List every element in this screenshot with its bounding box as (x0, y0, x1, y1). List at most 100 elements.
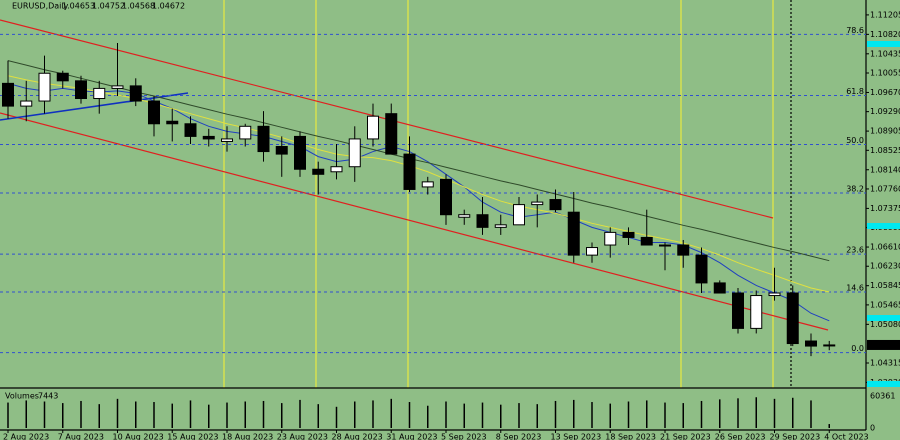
candle-body (275, 146, 288, 155)
candle-body (239, 125, 252, 140)
price-label: 1.04672 (869, 340, 900, 349)
y-tick-label: 1.10055 (870, 69, 900, 78)
y-tick-label: 1.05845 (870, 281, 900, 290)
candle-body (458, 214, 471, 218)
y-tick-label: 1.11205 (870, 10, 900, 19)
indicator-line (7, 60, 830, 262)
candle-body (513, 204, 525, 226)
candle-body (750, 295, 763, 329)
candle-body (549, 199, 562, 211)
y-tick-label: 1.09290 (870, 107, 900, 116)
candle-body (440, 178, 452, 216)
candle-body (2, 82, 14, 107)
candle-body (768, 292, 781, 297)
candle-body (604, 231, 617, 246)
candle-body (56, 72, 69, 82)
x-tick-label: 7 Aug 2023 (58, 433, 104, 440)
candle-body (257, 125, 270, 153)
candle-body (148, 100, 160, 125)
decorations (0, 0, 867, 431)
y-tick-label: 1.09670 (870, 88, 900, 97)
candle-body (421, 181, 434, 188)
candle-body (713, 282, 726, 294)
volume-tick-label: 60361 (870, 392, 895, 401)
candle-body (385, 113, 398, 155)
candle-body (403, 153, 416, 190)
candle-body (586, 247, 598, 256)
x-tick-label: 8 Sep 2023 (496, 433, 542, 440)
candle-body (202, 135, 215, 140)
low: 1.04568 (122, 2, 155, 11)
candle-body (20, 100, 33, 107)
indicator-line (7, 82, 830, 322)
alert-marker (867, 223, 900, 229)
x-tick-label: 31 Aug 2023 (386, 433, 437, 440)
candle-body (111, 85, 124, 89)
candle-body (659, 244, 671, 247)
candle-body (166, 120, 179, 125)
x-tick-label: 18 Sep 2023 (605, 433, 656, 440)
y-tick-label: 1.07760 (870, 184, 900, 193)
x-tick-label: 4 Oct 2023 (824, 433, 868, 440)
candle-body (823, 344, 836, 347)
y-tick-label: 1.08140 (870, 165, 900, 174)
candle-body (786, 292, 799, 345)
y-tick-label: 1.08525 (870, 146, 900, 155)
channel-line (0, 112, 829, 331)
candle-body (367, 115, 379, 140)
candle-body (622, 231, 635, 238)
y-tick-label: 1.10820 (870, 30, 900, 39)
fib-label: 78.6 (846, 26, 864, 35)
x-tick-label: 28 Aug 2023 (332, 433, 383, 440)
fib-label: 61.8 (846, 87, 864, 96)
high: 1.04752 (92, 2, 125, 11)
fib-label: 14.6 (846, 284, 864, 293)
fib-label: 0.0 (851, 344, 864, 353)
y-tick-label: 1.05080 (870, 320, 900, 329)
y-tick-label: 1.05465 (870, 300, 900, 309)
alert-marker (867, 315, 900, 321)
volume-tick-label: 0 (870, 424, 875, 433)
candle-body (695, 254, 708, 284)
trend-line (0, 92, 189, 121)
open: 1.04653 (62, 2, 95, 11)
indicator-line (7, 75, 830, 293)
y-tick-label: 1.10435 (870, 49, 900, 58)
fib-label: 50.0 (846, 136, 864, 145)
volume-value: 7443 (38, 392, 58, 401)
x-tick-label: 15 Aug 2023 (167, 433, 218, 440)
x-tick-label: 23 Aug 2023 (277, 433, 328, 440)
x-tick-label: 29 Sep 2023 (770, 433, 821, 440)
candle-body (677, 244, 690, 256)
candle-body (38, 72, 51, 102)
volume-label: Volumes (5, 392, 39, 401)
x-tick-label: 10 Aug 2023 (113, 433, 164, 440)
candle-body (93, 87, 106, 100)
alert-marker (867, 41, 900, 47)
x-tick-label: 18 Aug 2023 (222, 433, 273, 440)
candle-body (184, 123, 197, 137)
candle-body (312, 168, 325, 175)
price-box (867, 339, 900, 350)
symbol: EURUSD,Daily (12, 2, 69, 11)
candle-body (75, 80, 87, 100)
x-tick-label: 2 Aug 2023 (3, 433, 49, 440)
candle-body (294, 135, 306, 170)
candle-body (567, 211, 580, 256)
candle-body (476, 214, 489, 228)
x-tick-label: 5 Sep 2023 (441, 433, 487, 440)
y-tick-label: 1.08905 (870, 127, 900, 136)
fib-label: 23.6 (846, 246, 864, 255)
candle-body (348, 138, 361, 168)
candle-body (531, 201, 544, 206)
alert-marker (867, 381, 900, 387)
close: 1.04672 (152, 2, 185, 11)
fib-label: 38.2 (846, 184, 864, 193)
y-tick-label: 1.04315 (870, 358, 900, 367)
y-tick-label: 1.07375 (870, 204, 900, 213)
candle-body (732, 292, 744, 329)
candle-body (330, 166, 343, 173)
